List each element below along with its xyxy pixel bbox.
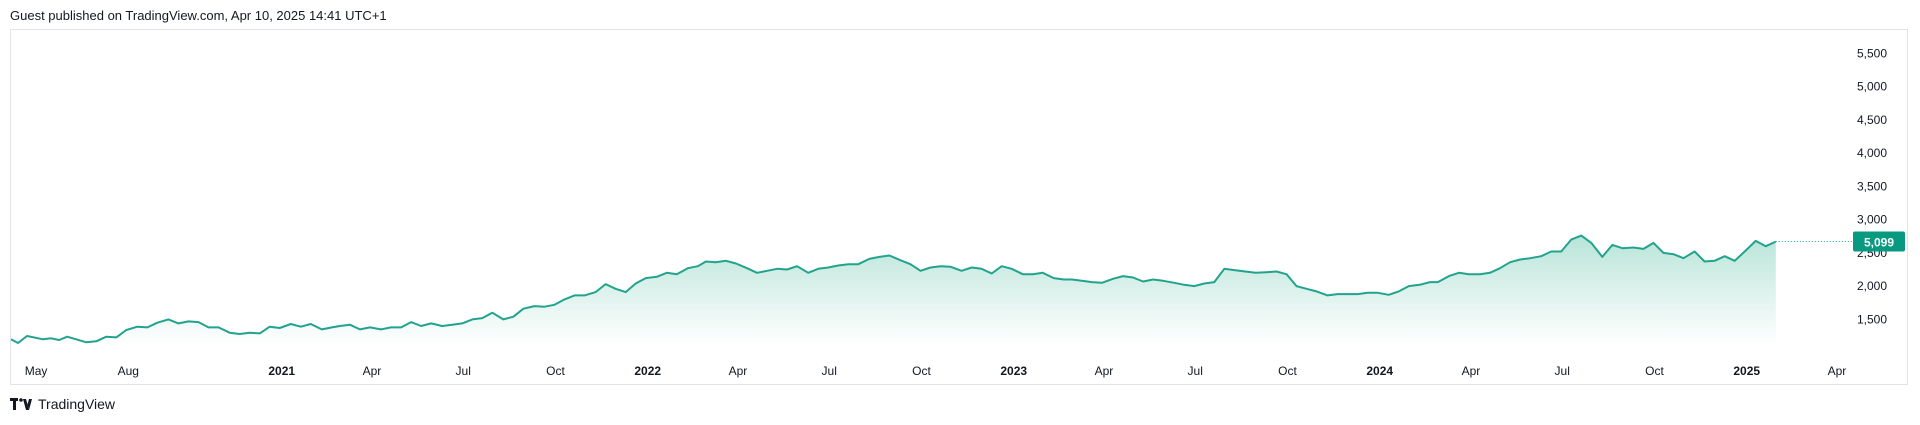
price-line	[11, 234, 1777, 344]
y-axis[interactable]: 1,5002,0002,5003,0003,5004,0004,5005,000…	[1857, 46, 1887, 326]
x-axis[interactable]: May Aug 2021 Apr Jul Oct 2022 Apr Jul Oct 2023 Apr J…	[25, 364, 1847, 378]
x-tick-label: Jul	[1555, 364, 1570, 378]
x-tick-label: Apr	[1462, 364, 1481, 378]
y-tick-label: 5,000	[1857, 80, 1887, 94]
x-tick-label: Aug	[118, 364, 139, 378]
x-tick-label: May	[25, 364, 48, 378]
y-tick-label: 3,500	[1857, 179, 1887, 193]
y-tick-label: 5,500	[1857, 46, 1887, 60]
y-tick-label: 4,500	[1857, 113, 1887, 127]
x-tick-label: Oct	[546, 364, 565, 378]
x-tick-label: Apr	[363, 364, 382, 378]
chart-frame: 1,500 2,000 2,500 3,000 3,500 4,000 4,500 5,000…	[10, 29, 1908, 385]
x-tick-label: Apr	[1828, 364, 1847, 378]
price-area-fill	[11, 235, 1776, 346]
y-tick-label: 4,000	[1857, 146, 1887, 160]
x-tick-label: Oct	[1278, 364, 1297, 378]
published-caption: Guest published on TradingView.com, Apr …	[10, 8, 387, 23]
x-tick-label: Apr	[729, 364, 748, 378]
y-tick-label: 1,500	[1857, 312, 1887, 326]
x-tick-label: Jul	[1188, 364, 1203, 378]
brand-name: TradingView	[38, 396, 116, 412]
x-tick-label: 2023	[1000, 364, 1027, 378]
price-chart[interactable]: 1,5002,0002,5003,0003,5004,0004,5005,000…	[11, 30, 1909, 386]
brand-footer[interactable]: TradingView	[10, 396, 115, 412]
x-tick-label: Jul	[822, 364, 837, 378]
x-tick-label: 2022	[634, 364, 661, 378]
x-tick-label: 2025	[1733, 364, 1760, 378]
last-price-label: 5,099	[1864, 236, 1894, 250]
x-tick-label: 2021	[268, 364, 295, 378]
x-tick-label: Oct	[1645, 364, 1664, 378]
x-tick-label: Jul	[456, 364, 471, 378]
tradingview-logo-icon	[10, 397, 32, 410]
last-price-badge: 5,099	[1775, 231, 1905, 252]
y-tick-label: 2,000	[1857, 279, 1887, 293]
last-price-badge-bg	[1853, 231, 1905, 252]
x-tick-label: 2024	[1366, 364, 1393, 378]
plot-area[interactable]	[11, 234, 1777, 346]
x-tick-label: Apr	[1095, 364, 1114, 378]
y-tick-label: 3,000	[1857, 213, 1887, 227]
x-tick-label: Oct	[912, 364, 931, 378]
